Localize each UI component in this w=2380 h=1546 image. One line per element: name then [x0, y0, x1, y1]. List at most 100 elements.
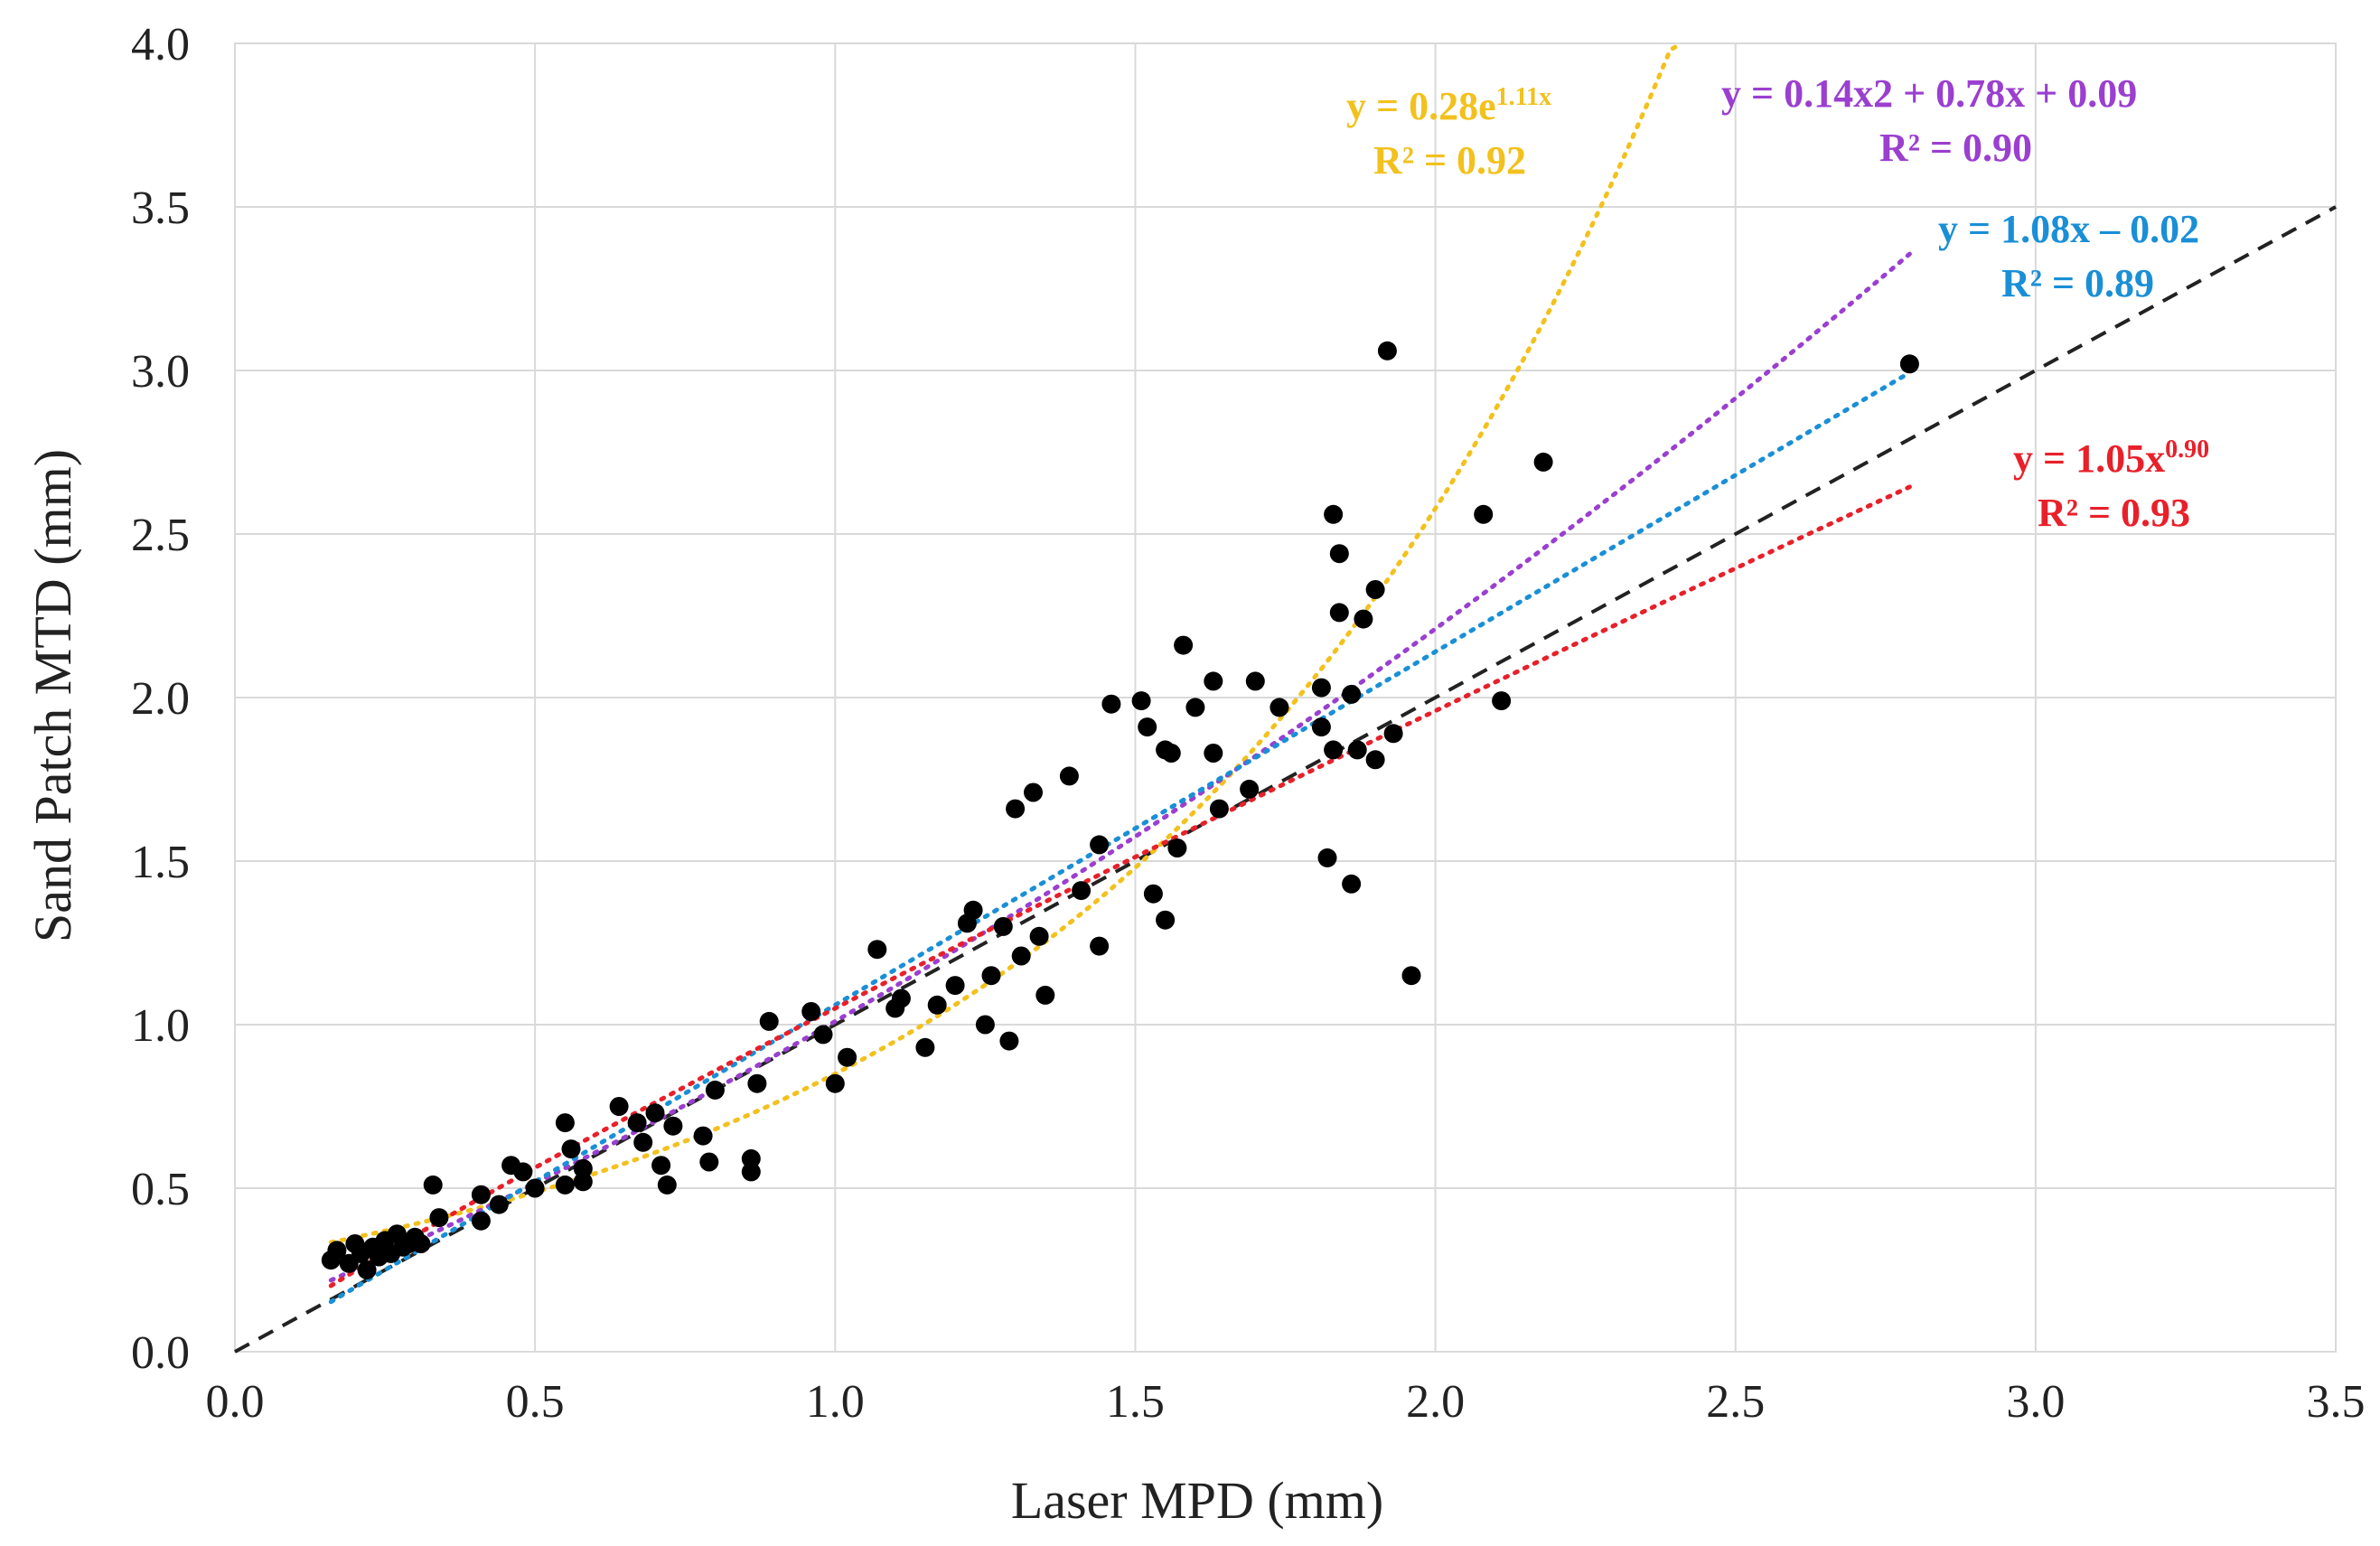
eq-linear-r2: R² = 0.89: [2001, 261, 2154, 305]
data-point: [1342, 684, 1362, 704]
data-point: [1354, 609, 1373, 629]
data-point: [609, 1097, 629, 1116]
data-point: [747, 1073, 767, 1093]
data-point: [867, 940, 887, 960]
x-tick-label: 3.5: [2307, 1376, 2366, 1428]
data-point: [1347, 740, 1367, 760]
data-point: [1245, 671, 1265, 691]
reference-line-group: [234, 205, 2337, 1354]
data-point: [1209, 799, 1229, 819]
x-tick-label: 0.0: [206, 1376, 265, 1428]
data-point: [1342, 874, 1362, 894]
data-point: [1138, 717, 1157, 737]
fit-line-linear: [328, 370, 1912, 1305]
reference-line: [234, 205, 2337, 1354]
y-tick-label: 1.0: [131, 1000, 190, 1052]
data-point: [1167, 839, 1187, 857]
data-point: [1024, 782, 1043, 802]
data-point: [1311, 717, 1331, 737]
data-point: [1161, 744, 1181, 763]
y-tick-label: 3.5: [131, 183, 190, 234]
fit-line-power: [328, 484, 1912, 1288]
x-axis-title: Laser MPD (mm): [1011, 1471, 1383, 1530]
data-point: [555, 1113, 575, 1133]
data-point: [411, 1234, 431, 1253]
data-point: [1311, 678, 1331, 698]
data-points: [321, 341, 1919, 1279]
data-point: [657, 1175, 677, 1195]
data-point: [705, 1080, 725, 1100]
data-point: [1492, 691, 1512, 711]
data-point: [1240, 779, 1260, 799]
data-point: [759, 1011, 779, 1031]
y-tick-label: 2.5: [131, 510, 190, 561]
data-point: [813, 1025, 833, 1045]
data-point: [1006, 799, 1026, 819]
data-point: [327, 1241, 347, 1260]
data-point: [651, 1156, 671, 1176]
data-point: [1270, 698, 1289, 717]
x-tick-labels: 0.0 0.5 1.0 1.5 2.0 2.5 3.0 3.5: [206, 1376, 2366, 1428]
x-tick-label: 2.0: [1406, 1376, 1465, 1428]
data-point: [891, 989, 911, 1008]
eq-power-r2: R² = 0.93: [2038, 491, 2190, 535]
data-point: [975, 1015, 995, 1035]
y-tick-label: 0.0: [131, 1327, 190, 1379]
data-point: [1324, 504, 1344, 524]
data-point: [1204, 744, 1223, 763]
eq-polynomial: y = 0.14x2 + 0.78x + 0.09: [1721, 71, 2137, 116]
data-point: [489, 1195, 509, 1214]
data-point: [1156, 910, 1176, 930]
y-tick-labels: 0.0 0.5 1.0 1.5 2.0 2.5 3.0 3.5 4.0: [131, 19, 190, 1379]
data-point: [423, 1175, 443, 1195]
data-point: [513, 1162, 533, 1182]
data-point: [1317, 848, 1337, 867]
y-axis-title: Sand Patch MTD (mm): [23, 449, 82, 942]
data-point: [561, 1139, 581, 1159]
y-tick-label: 1.5: [131, 837, 190, 888]
eq-exponential: y = 0.28e1.11x: [1346, 83, 1551, 128]
data-point: [999, 1031, 1019, 1051]
x-tick-label: 1.0: [806, 1376, 865, 1428]
data-point: [1377, 341, 1397, 361]
data-point: [627, 1113, 647, 1133]
data-point: [1090, 936, 1110, 956]
data-point: [1101, 694, 1121, 714]
data-point: [1072, 881, 1092, 901]
data-point: [471, 1185, 491, 1204]
data-point: [801, 1002, 821, 1021]
data-point: [1533, 452, 1553, 472]
data-point: [429, 1208, 449, 1228]
eq-linear: y = 1.08x – 0.02: [1938, 207, 2199, 251]
y-tick-label: 2.0: [131, 673, 190, 725]
y-tick-label: 0.5: [131, 1164, 190, 1215]
fit-line-polynomial: [328, 251, 1912, 1283]
data-point: [1143, 884, 1163, 904]
data-point: [981, 966, 1001, 986]
x-tick-label: 0.5: [506, 1376, 565, 1428]
data-point: [838, 1047, 857, 1067]
data-point: [1011, 946, 1031, 966]
data-point: [1324, 740, 1344, 760]
data-point: [1899, 354, 1919, 374]
data-point: [1383, 724, 1403, 744]
data-point: [1174, 635, 1194, 655]
data-point: [927, 995, 947, 1015]
data-point: [1329, 544, 1349, 564]
data-point: [645, 1103, 665, 1123]
data-point: [993, 916, 1013, 936]
data-point: [573, 1158, 593, 1178]
data-point: [1059, 766, 1079, 786]
data-point: [1401, 966, 1421, 986]
plot-border: [234, 42, 2337, 1353]
fit-equations: y = 0.28e1.11x R² = 0.92 y = 0.14x2 + 0.…: [1346, 71, 2209, 535]
data-point: [741, 1148, 761, 1168]
data-point: [945, 976, 965, 996]
data-point: [963, 900, 983, 920]
data-point: [1131, 691, 1151, 711]
x-tick-label: 1.5: [1106, 1376, 1165, 1428]
data-point: [1029, 926, 1049, 946]
data-point: [915, 1037, 935, 1057]
data-point: [1365, 580, 1385, 599]
